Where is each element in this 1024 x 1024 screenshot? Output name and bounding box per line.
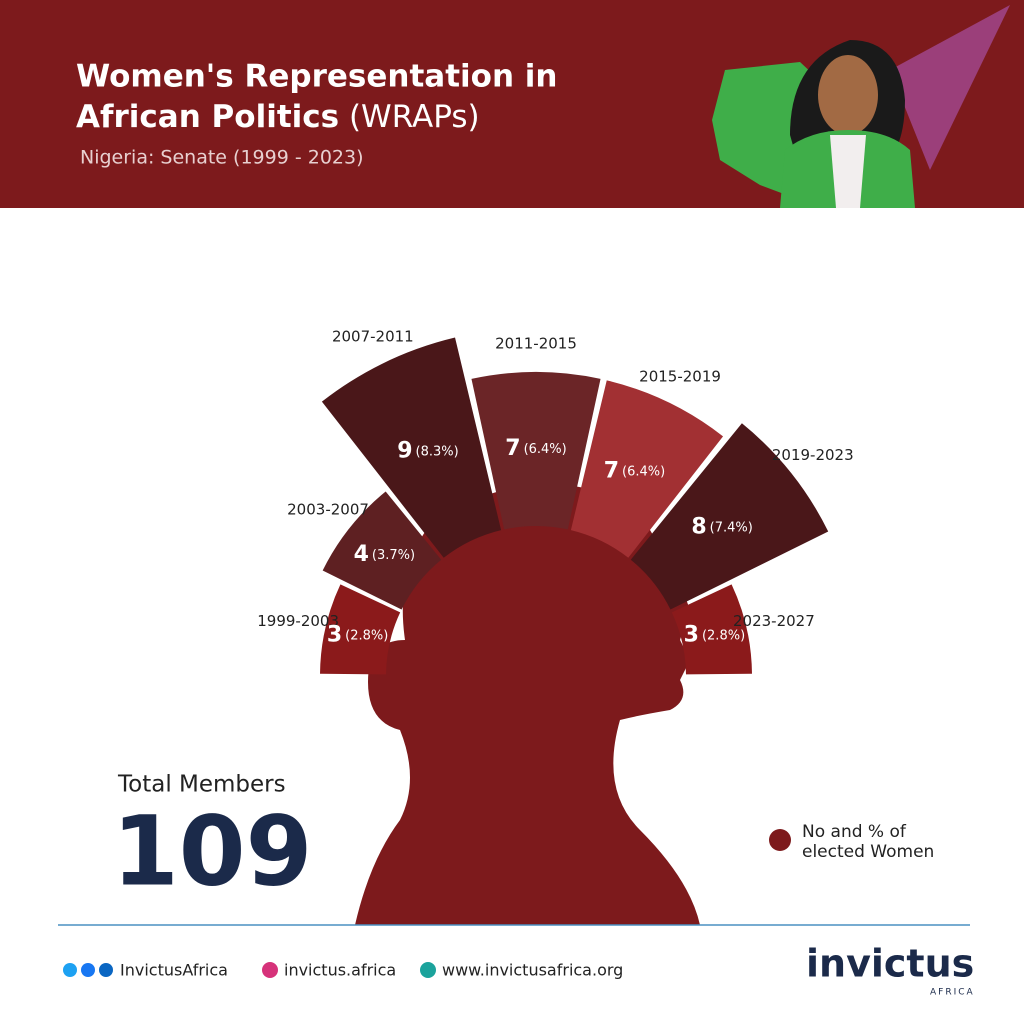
title-suffix: (WRAPs) — [349, 99, 480, 135]
legend-text: No and % of — [802, 822, 907, 842]
radial-bar — [471, 372, 601, 530]
instagram-icon — [262, 962, 278, 978]
category-label: 2019-2023 — [772, 446, 854, 464]
web-icon — [420, 962, 436, 978]
value-label: 7 (6.4%) — [604, 458, 665, 483]
value-label: 3 (2.8%) — [684, 622, 745, 647]
value-label: 7 (6.4%) — [505, 436, 566, 461]
radial-bar — [570, 380, 724, 558]
subtitle: Nigeria: Senate (1999 - 2023) — [80, 147, 364, 169]
value-number: 7 — [604, 458, 619, 483]
value-percent: (8.3%) — [416, 444, 459, 459]
twitter-icon — [63, 963, 77, 977]
value-number: 3 — [684, 622, 699, 647]
logo-sub: AFRICA — [930, 988, 975, 998]
value-percent: (6.4%) — [524, 442, 567, 457]
value-number: 3 — [327, 622, 342, 647]
value-label: 8 (7.4%) — [691, 515, 752, 540]
radial-bar — [320, 584, 401, 675]
value-percent: (6.4%) — [622, 464, 665, 479]
value-label: 3 (2.8%) — [327, 622, 388, 647]
legend-text: elected Women — [802, 842, 934, 862]
value-number: 9 — [397, 439, 412, 464]
radial-bar — [321, 337, 502, 558]
category-label: 2011-2015 — [495, 335, 577, 353]
value-label: 4 (3.7%) — [354, 542, 415, 567]
title-line: African Politics (WRAPs) — [76, 99, 480, 135]
title-line: Women's Representation in — [76, 59, 558, 95]
footer: InvictusAfrica invictus.africa www.invic… — [63, 942, 975, 998]
category-label: 2015-2019 — [639, 367, 721, 385]
category-label: 2003-2007 — [287, 501, 369, 519]
total-value: 109 — [112, 795, 312, 907]
value-number: 7 — [505, 436, 520, 461]
category-label: 2023-2027 — [733, 612, 815, 630]
logo: invictus — [806, 942, 974, 986]
header-illustration — [712, 5, 1010, 208]
value-percent: (2.8%) — [345, 628, 388, 643]
value-percent: (2.8%) — [702, 628, 745, 643]
footer-instagram: invictus.africa — [284, 961, 396, 980]
value-percent: (3.7%) — [372, 548, 415, 563]
footer-website: www.invictusafrica.org — [442, 961, 623, 980]
total-label: Total Members — [117, 772, 286, 798]
category-label: 1999-2003 — [257, 612, 339, 630]
value-label: 9 (8.3%) — [397, 439, 458, 464]
radial-bar — [630, 423, 829, 610]
linkedin-icon — [99, 963, 113, 977]
woman-silhouette — [355, 484, 700, 925]
category-label: 2007-2011 — [332, 328, 414, 346]
legend-swatch — [769, 829, 791, 851]
radial-bar — [322, 491, 442, 610]
footer-social: InvictusAfrica — [120, 961, 228, 980]
facebook-icon — [81, 963, 95, 977]
value-percent: (7.4%) — [710, 520, 753, 535]
title-main: African Politics — [76, 99, 339, 135]
radial-bar — [671, 584, 752, 675]
value-number: 4 — [354, 542, 369, 567]
value-number: 8 — [691, 515, 706, 540]
